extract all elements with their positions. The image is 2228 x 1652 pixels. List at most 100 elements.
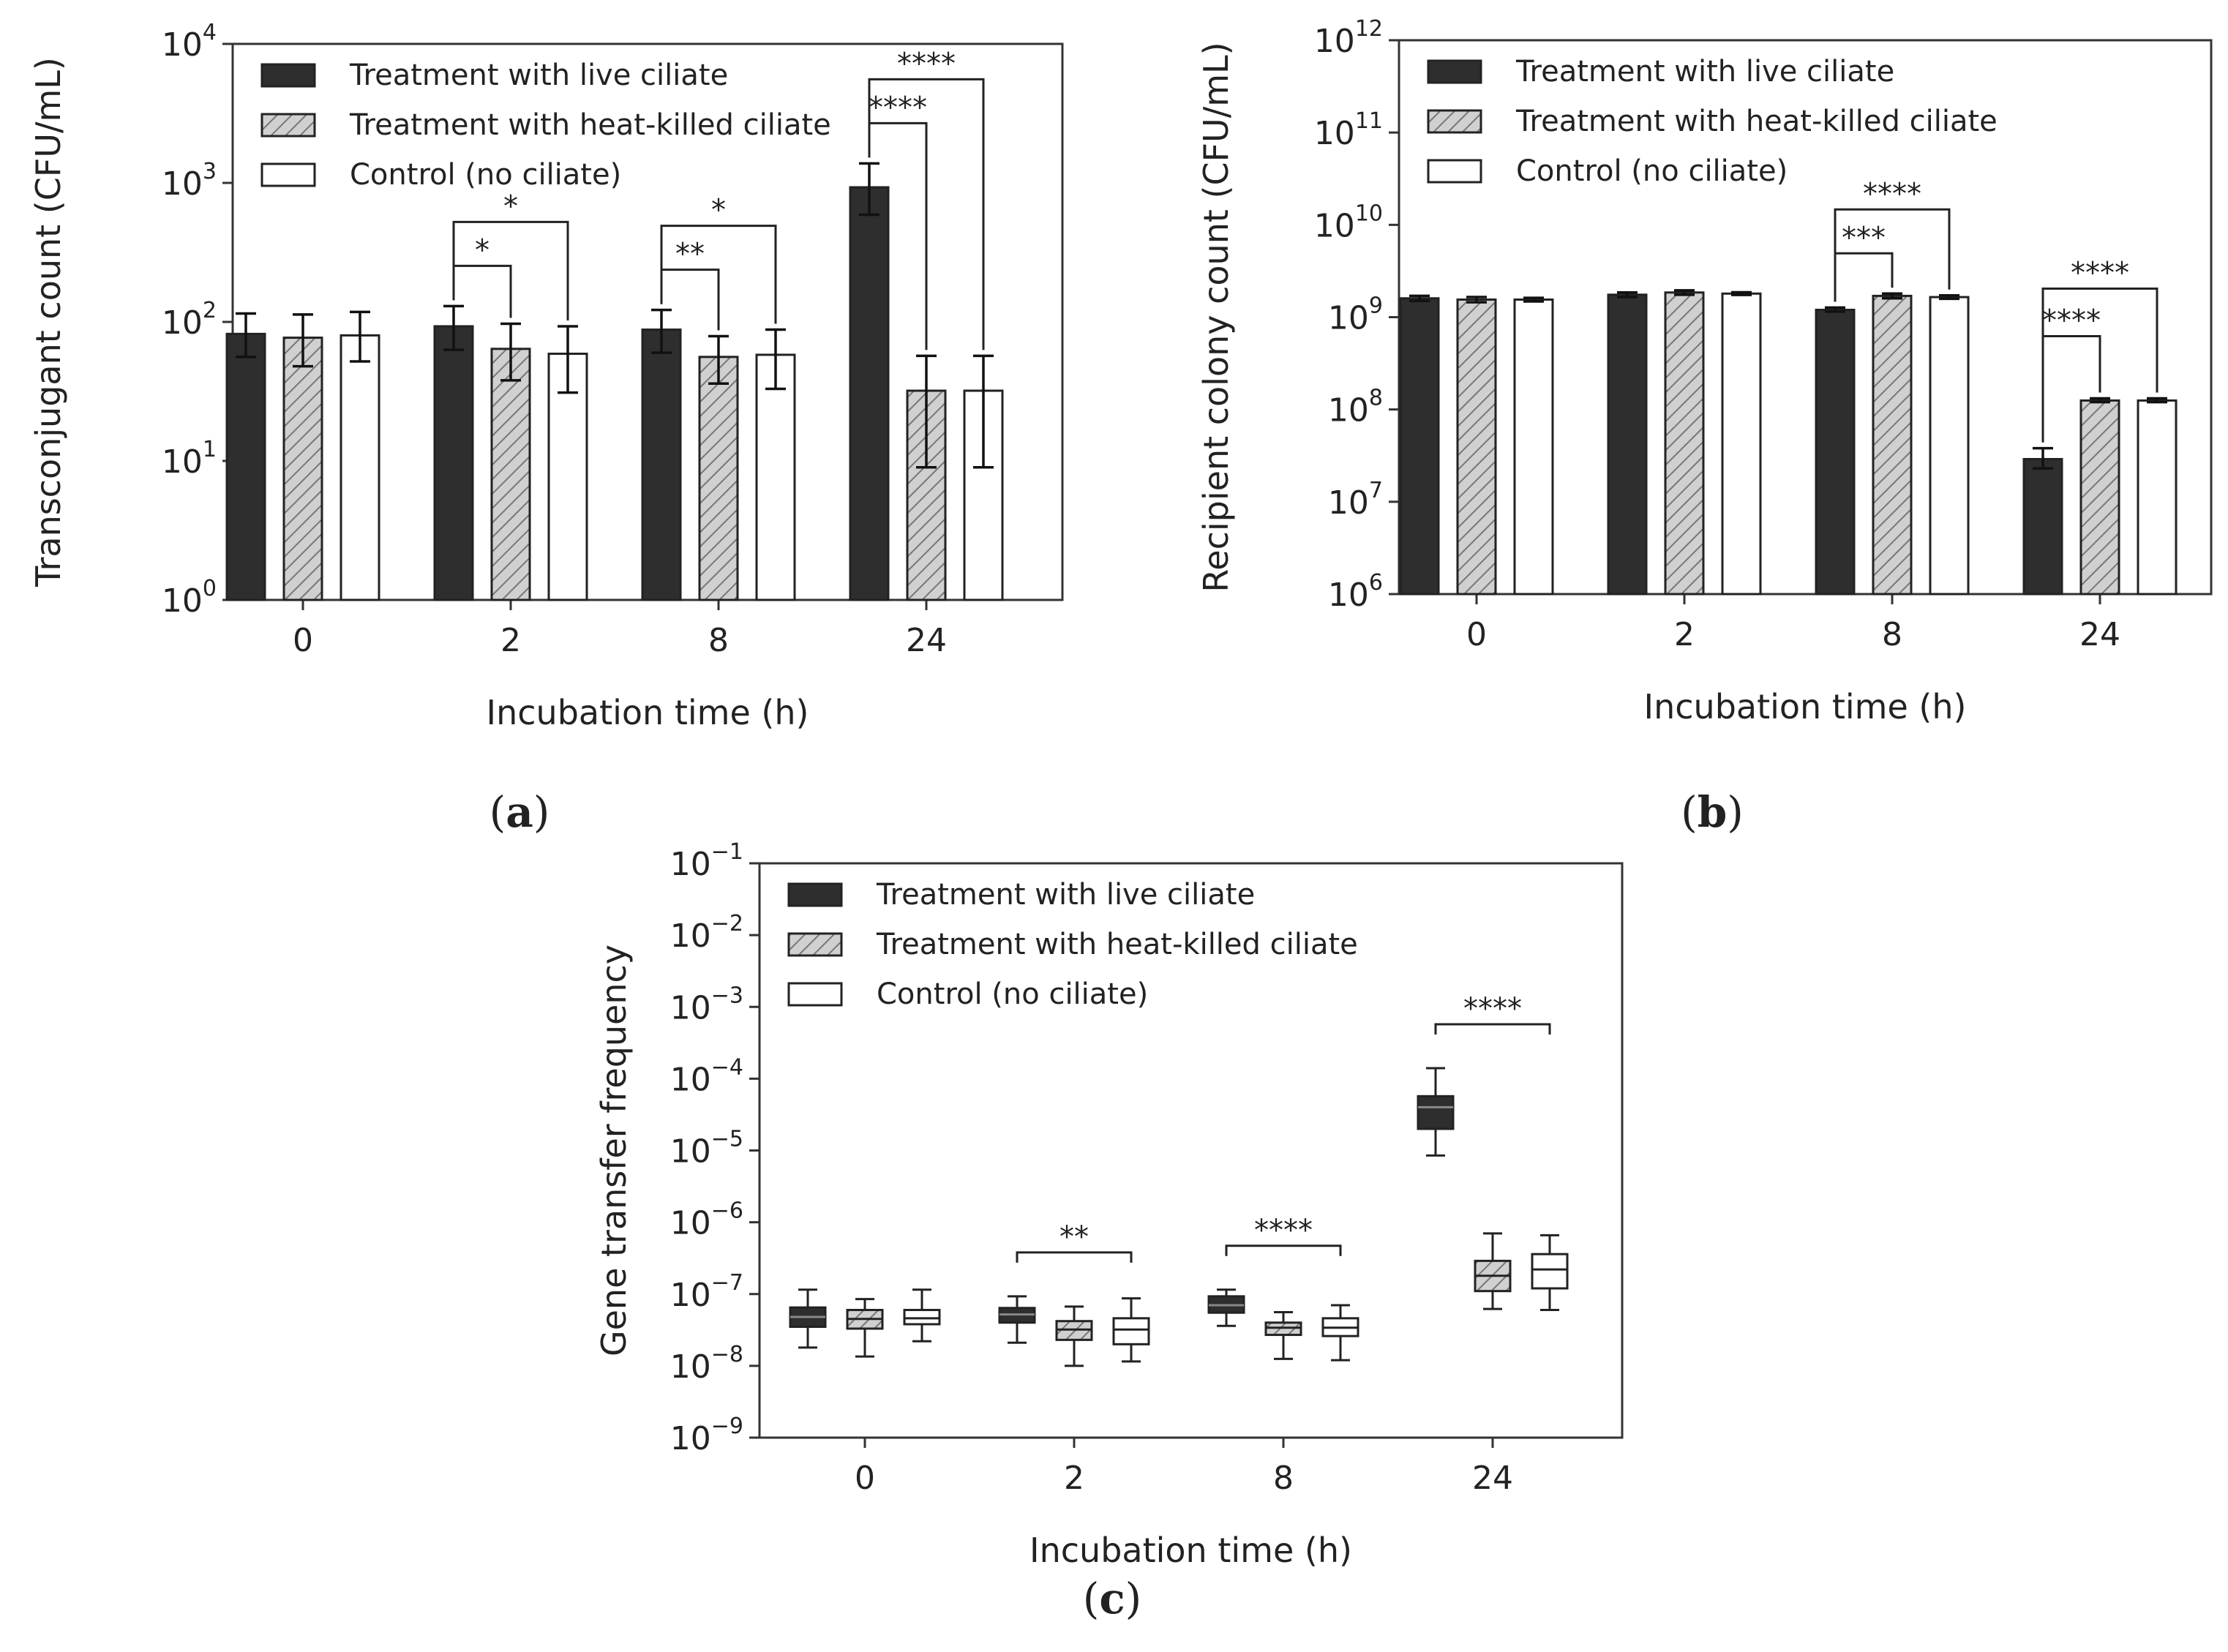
significance-bracket (452, 220, 569, 320)
box (1112, 1317, 1150, 1345)
legend-label: Treatment with heat-killed ciliate (876, 928, 1358, 961)
y-tick-label: 1012 (1314, 16, 1383, 60)
bar (1815, 309, 1856, 596)
significance-bracket (868, 78, 985, 350)
significance-label: **** (869, 91, 927, 124)
legend-swatch (260, 162, 316, 187)
legend-swatch (260, 113, 316, 138)
y-tick-label: 106 (1328, 570, 1383, 614)
bar (1721, 292, 1762, 596)
y-tick-label: 109 (1328, 293, 1383, 337)
legend-label: Treatment with live ciliate (1515, 55, 1894, 89)
x-tick-label: 0 (1466, 616, 1487, 653)
y-tick-label: 10−8 (670, 1342, 743, 1386)
significance-bracket (1434, 1023, 1551, 1035)
y-tick-label: 10−6 (670, 1198, 743, 1242)
significance-label: **** (2071, 256, 2129, 290)
legend-swatch (787, 982, 843, 1007)
legend-swatch (787, 932, 843, 957)
x-tick-label: 24 (1472, 1460, 1513, 1497)
bar (1399, 297, 1440, 596)
bar (547, 353, 588, 601)
bar (755, 353, 796, 601)
bar (490, 348, 531, 601)
significance-bracket (1834, 208, 1951, 302)
significance-bracket (1016, 1251, 1133, 1263)
chart-c: 10−9 10−8 10−7 10−6 10−5 10−4 10−3 10−2 10−1 0 2 8 2… (594, 839, 1624, 1623)
bar (963, 389, 1004, 601)
significance-label: * (503, 189, 518, 223)
bar (433, 325, 474, 601)
bar (2137, 399, 2178, 596)
legend-swatch (787, 882, 843, 907)
legend-swatch (1427, 159, 1482, 184)
y-tick-label: 101 (162, 437, 217, 481)
x-tick-label: 8 (1882, 616, 1902, 653)
x-axis-label: Incubation time (h) (1029, 1531, 1352, 1570)
x-tick-label: 8 (708, 622, 729, 659)
significance-bracket (1225, 1244, 1342, 1256)
bar (698, 356, 739, 601)
x-axis-label: Incubation time (h) (487, 693, 809, 732)
bar (2022, 457, 2063, 596)
legend-label: Control (no ciliate) (877, 977, 1148, 1011)
chart-b: 106 107 108 109 1010 1011 1012 0 2 8 24 Incubation … (1196, 16, 2213, 837)
legend-label: Treatment with heat-killed ciliate (349, 108, 831, 142)
significance-label: * (475, 233, 490, 267)
significance-label: ** (1059, 1220, 1089, 1254)
significance-label: * (711, 194, 726, 228)
box (903, 1309, 941, 1326)
bar (1664, 291, 1705, 596)
y-tick-label: 104 (162, 20, 217, 64)
significance-bracket (660, 225, 777, 324)
x-axis-label: Incubation time (h) (1644, 687, 1967, 726)
significance-bracket (452, 264, 512, 318)
x-tick-label: 2 (1674, 616, 1695, 653)
bar (1513, 298, 1554, 596)
significance-label: **** (1254, 1214, 1313, 1247)
y-tick-label: 10−9 (670, 1413, 743, 1457)
y-axis-label: Transconjugant count (CFU/mL) (29, 57, 68, 587)
y-axis-label: Recipient colony count (CFU/mL) (1196, 42, 1236, 592)
legend-swatch (1427, 109, 1482, 134)
box (1417, 1095, 1455, 1130)
bar (1607, 293, 1648, 596)
panel-label: (c) (1083, 1574, 1142, 1623)
y-axis-label: Gene transfer frequency (594, 945, 634, 1356)
x-tick-label: 24 (906, 622, 947, 659)
x-tick-label: 8 (1273, 1460, 1294, 1497)
bar (849, 186, 890, 601)
legend-label: Control (no ciliate) (350, 158, 621, 192)
y-tick-label: 100 (162, 576, 217, 620)
significance-label: ** (675, 238, 705, 271)
y-tick-label: 108 (1328, 386, 1383, 429)
y-tick-label: 1010 (1314, 200, 1383, 244)
bar (340, 334, 380, 601)
legend-label: Treatment with heat-killed ciliate (1515, 105, 1998, 138)
bar (1456, 298, 1497, 596)
bar (2079, 399, 2120, 596)
y-tick-label: 10−2 (670, 911, 743, 955)
x-tick-label: 2 (1064, 1460, 1084, 1497)
significance-label: **** (2042, 304, 2101, 337)
x-tick-label: 2 (500, 622, 521, 659)
bar (1929, 296, 1970, 596)
significance-label: **** (1863, 177, 1921, 211)
panel-label: (a) (490, 787, 550, 837)
x-tick-label: 0 (855, 1460, 875, 1497)
bar (225, 332, 266, 601)
legend-label: Treatment with live ciliate (349, 59, 728, 92)
y-tick-label: 10−3 (670, 983, 743, 1026)
significance-label: **** (897, 47, 956, 80)
y-tick-label: 1011 (1314, 108, 1383, 152)
chart-a: 100 101 102 103 104 0 2 8 24 Incubation time (h) T… (29, 20, 1064, 837)
legend-label: Treatment with live ciliate (876, 878, 1255, 912)
panel-label: (b) (1681, 787, 1744, 837)
box (1531, 1253, 1569, 1290)
significance-bracket (2041, 287, 2158, 443)
bar (641, 328, 682, 601)
x-tick-label: 24 (2079, 616, 2120, 653)
bar (1872, 294, 1913, 596)
y-tick-label: 10−5 (670, 1127, 743, 1171)
